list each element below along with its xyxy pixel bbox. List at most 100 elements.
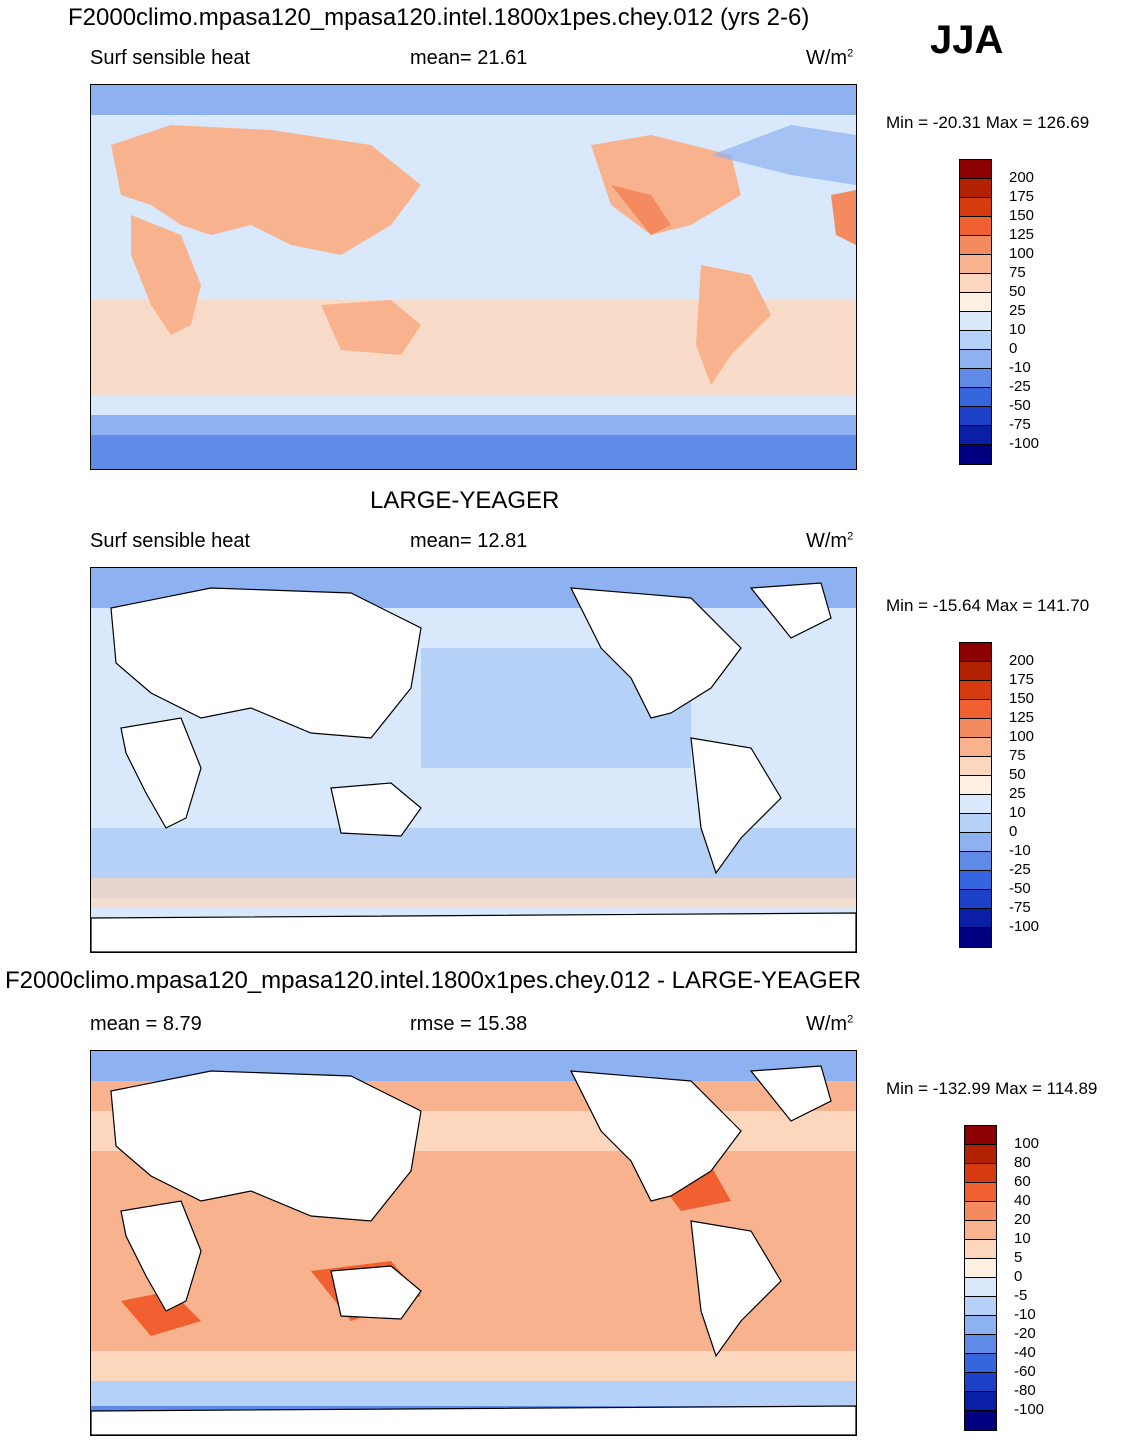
colorbar-tick-label: -10 — [1014, 1306, 1036, 1323]
colorbar-swatch — [965, 1202, 996, 1221]
colorbar-swatch — [960, 700, 991, 719]
panel1-title: F2000climo.mpasa120_mpasa120.intel.1800x… — [68, 4, 810, 31]
colorbar-swatch — [960, 236, 991, 255]
colorbar-tick-label: -75 — [1009, 416, 1031, 433]
colorbar-tick-label: 80 — [1014, 1154, 1031, 1171]
colorbar-tick-label: -100 — [1014, 1401, 1045, 1418]
colorbar-tick-label: 150 — [1009, 690, 1035, 707]
colorbar-swatch — [965, 1411, 996, 1430]
colorbar-swatch — [965, 1354, 996, 1373]
panel1-units-label: W/m2 — [806, 47, 854, 69]
colorbar-tick-label: -100 — [1009, 918, 1040, 935]
colorbar-tick-label: 60 — [1014, 1173, 1031, 1190]
colorbar-tick-label: 10 — [1009, 804, 1026, 821]
colorbar-tick-label: 20 — [1014, 1211, 1031, 1228]
colorbar-tick-label: -40 — [1014, 1344, 1036, 1361]
colorbar-swatch — [965, 1335, 996, 1354]
colorbar-swatch — [960, 890, 991, 909]
colorbar-tick-label: 125 — [1009, 226, 1035, 243]
colorbar-tick-label: -50 — [1009, 880, 1031, 897]
colorbar-tick-label: 100 — [1009, 728, 1035, 745]
colorbar-swatch — [965, 1240, 996, 1259]
colorbar-tick-label: -25 — [1009, 378, 1031, 395]
colorbar-swatch — [960, 426, 991, 445]
colorbar-tick-label: 0 — [1009, 823, 1018, 840]
colorbar-tick-label: 50 — [1009, 283, 1026, 300]
colorbar-swatch — [960, 662, 991, 681]
colorbar-swatch — [960, 217, 991, 236]
colorbar-tick-label: 25 — [1009, 302, 1026, 319]
colorbar-swatch — [960, 643, 991, 662]
season-label: JJA — [930, 18, 1004, 62]
colorbar-swatch — [960, 331, 991, 350]
colorbar-tick-label: 200 — [1009, 652, 1035, 669]
colorbar-swatch — [960, 445, 991, 464]
colorbar-tick-label: 150 — [1009, 207, 1035, 224]
colorbar-tick-label: 125 — [1009, 709, 1035, 726]
panel1-map-canvas — [91, 85, 856, 469]
panel2-title: LARGE-YEAGER — [370, 487, 560, 514]
colorbar-swatch — [960, 681, 991, 700]
colorbar-swatch — [960, 928, 991, 947]
panel1-map — [90, 84, 857, 470]
panel2-map-canvas — [91, 568, 856, 952]
colorbar-tick-label: 100 — [1014, 1135, 1040, 1152]
colorbar-tick-label: -10 — [1009, 359, 1031, 376]
colorbar-swatch — [960, 909, 991, 928]
panel1-colorbar — [959, 159, 992, 465]
colorbar-swatch — [965, 1316, 996, 1335]
colorbar-swatch — [960, 795, 991, 814]
colorbar-tick-label: 10 — [1009, 321, 1026, 338]
colorbar-swatch — [965, 1392, 996, 1411]
colorbar-tick-label: 75 — [1009, 747, 1026, 764]
colorbar-tick-label: 175 — [1009, 188, 1035, 205]
panel3-minmax: Min = -132.99 Max = 114.89 — [886, 1079, 1098, 1098]
colorbar-swatch — [965, 1221, 996, 1240]
panel3-map — [90, 1050, 857, 1436]
colorbar-swatch — [960, 738, 991, 757]
colorbar-tick-label: -10 — [1009, 842, 1031, 859]
panel3-units-label: W/m2 — [806, 1013, 854, 1035]
colorbar-tick-label: 100 — [1009, 245, 1035, 262]
colorbar-swatch — [960, 179, 991, 198]
colorbar-tick-label: 25 — [1009, 785, 1026, 802]
colorbar-swatch — [965, 1259, 996, 1278]
colorbar-tick-label: 40 — [1014, 1192, 1031, 1209]
colorbar-swatch — [960, 814, 991, 833]
panel3-title: F2000climo.mpasa120_mpasa120.intel.1800x… — [5, 967, 862, 994]
colorbar-swatch — [960, 160, 991, 179]
colorbar-tick-label: -50 — [1009, 397, 1031, 414]
colorbar-tick-label: 10 — [1014, 1230, 1031, 1247]
colorbar-swatch — [960, 255, 991, 274]
colorbar-swatch — [965, 1126, 996, 1145]
colorbar-swatch — [965, 1278, 996, 1297]
colorbar-tick-label: -25 — [1009, 861, 1031, 878]
colorbar-swatch — [960, 198, 991, 217]
panel2-map — [90, 567, 857, 953]
colorbar-swatch — [960, 833, 991, 852]
colorbar-swatch — [960, 871, 991, 890]
colorbar-swatch — [960, 312, 991, 331]
colorbar-tick-label: -5 — [1014, 1287, 1028, 1304]
colorbar-tick-label: 200 — [1009, 169, 1035, 186]
panel3-mean-label: mean = 8.79 — [90, 1013, 202, 1035]
colorbar-tick-label: 0 — [1009, 340, 1018, 357]
colorbar-tick-label: -80 — [1014, 1382, 1036, 1399]
colorbar-tick-label: 50 — [1009, 766, 1026, 783]
colorbar-tick-label: 5 — [1014, 1249, 1023, 1266]
colorbar-swatch — [965, 1164, 996, 1183]
colorbar-tick-label: 175 — [1009, 671, 1035, 688]
colorbar-swatch — [960, 852, 991, 871]
panel2-colorbar — [959, 642, 992, 948]
panel1-variable-label: Surf sensible heat — [90, 47, 251, 69]
colorbar-swatch — [960, 293, 991, 312]
colorbar-swatch — [960, 388, 991, 407]
colorbar-tick-label: -60 — [1014, 1363, 1036, 1380]
colorbar-swatch — [960, 350, 991, 369]
colorbar-tick-label: 75 — [1009, 264, 1026, 281]
panel1-minmax: Min = -20.31 Max = 126.69 — [886, 113, 1090, 132]
panel1-mean-label: mean= 21.61 — [410, 47, 528, 69]
colorbar-tick-label: -100 — [1009, 435, 1040, 452]
panel3-colorbar — [964, 1125, 997, 1431]
panel2-minmax: Min = -15.64 Max = 141.70 — [886, 596, 1090, 615]
